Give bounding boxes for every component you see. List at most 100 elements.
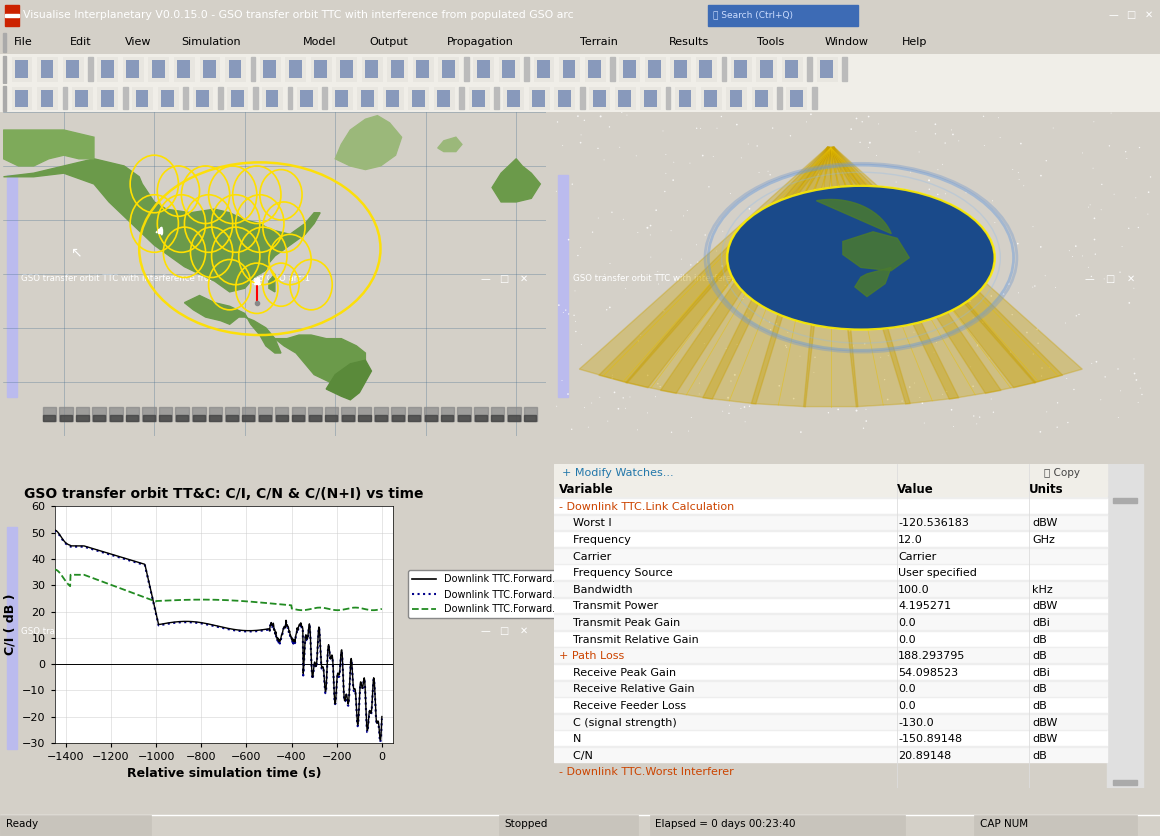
Text: - Downlink TTC.Worst Interferer: - Downlink TTC.Worst Interferer — [559, 767, 734, 777]
Point — [829, 291, 848, 304]
Point — [1096, 370, 1115, 384]
Point — [739, 312, 757, 325]
Point — [971, 410, 989, 424]
Text: dBW: dBW — [1032, 717, 1058, 727]
Bar — [161, 90, 174, 106]
Point — [662, 426, 681, 439]
Bar — [60, 415, 72, 421]
Point — [1086, 233, 1104, 247]
Bar — [300, 90, 313, 106]
Point — [887, 176, 906, 189]
Text: dB: dB — [1032, 635, 1047, 645]
Bar — [387, 57, 408, 82]
Bar — [203, 60, 216, 79]
Text: Terrain: Terrain — [580, 38, 618, 47]
Bar — [158, 87, 179, 110]
Bar — [790, 90, 803, 106]
Point — [1029, 337, 1047, 350]
Point — [1128, 374, 1146, 387]
Bar — [615, 87, 636, 110]
Bar — [251, 58, 255, 81]
Bar — [554, 697, 1108, 712]
Point — [641, 228, 660, 242]
Point — [629, 226, 647, 239]
Point — [695, 337, 713, 350]
Bar — [558, 175, 568, 397]
Point — [991, 131, 1009, 145]
Bar — [375, 415, 387, 421]
Text: GSO transfer orbit TTC with interference from populated GSO arc:2: GSO transfer orbit TTC with interference… — [21, 627, 310, 635]
Bar — [15, 90, 28, 106]
Bar — [325, 415, 338, 421]
Point — [1119, 222, 1138, 235]
Text: dBW: dBW — [1032, 601, 1058, 611]
Bar — [226, 415, 238, 421]
Bar — [524, 407, 537, 421]
Point — [844, 339, 863, 353]
Bar — [101, 60, 114, 79]
Downlink TTC.Forward.C/N — [331, 605, 345, 615]
Point — [654, 304, 673, 318]
Bar — [336, 57, 357, 82]
Bar — [416, 60, 429, 79]
Point — [1083, 161, 1102, 175]
Point — [688, 121, 706, 135]
Bar — [755, 90, 768, 106]
Point — [690, 376, 709, 390]
Bar — [777, 87, 782, 110]
Point — [929, 163, 948, 176]
Text: 100.0: 100.0 — [898, 584, 930, 594]
Point — [677, 204, 696, 217]
Point — [638, 369, 657, 382]
Point — [548, 185, 566, 198]
Text: —: — — [1109, 10, 1118, 20]
Point — [1032, 370, 1051, 383]
Point — [1031, 426, 1050, 439]
Point — [548, 400, 566, 413]
Bar — [309, 415, 321, 421]
Point — [907, 125, 926, 138]
Bar — [554, 463, 1108, 465]
Point — [735, 415, 754, 429]
Downlink TTC.Forward.C/I — [296, 624, 310, 634]
Bar — [699, 60, 712, 79]
Polygon shape — [752, 147, 834, 406]
Point — [708, 121, 726, 135]
Text: Value: Value — [897, 483, 934, 496]
Point — [1125, 367, 1144, 380]
Point — [976, 139, 994, 152]
Text: 188.293795: 188.293795 — [898, 651, 965, 661]
Point — [913, 300, 931, 314]
Bar — [458, 415, 470, 421]
Point — [599, 415, 617, 428]
Point — [701, 319, 719, 332]
Bar — [332, 87, 353, 110]
Downlink TTC.Forward.C/I — [329, 684, 343, 694]
Y-axis label: C/I ( dB ): C/I ( dB ) — [3, 594, 16, 655]
Bar — [123, 87, 128, 110]
Text: □: □ — [1104, 273, 1114, 283]
Bar — [37, 57, 58, 82]
Text: GHz: GHz — [1032, 535, 1056, 545]
Text: User specified: User specified — [898, 568, 977, 579]
Polygon shape — [828, 147, 1063, 388]
Text: GSO transfer orbit TTC with interference from populated GSO arc:4: GSO transfer orbit TTC with interference… — [573, 627, 862, 635]
Point — [921, 273, 940, 287]
Point — [964, 410, 983, 423]
Point — [657, 166, 675, 180]
Text: Transmit Relative Gain: Transmit Relative Gain — [559, 635, 699, 645]
Point — [727, 338, 746, 351]
Bar — [554, 479, 1108, 481]
Polygon shape — [660, 147, 834, 399]
Point — [1067, 309, 1086, 323]
Bar — [645, 57, 666, 82]
Text: Receive Relative Gain: Receive Relative Gain — [559, 685, 695, 695]
Bar — [109, 407, 123, 421]
Downlink TTC.Forward.C/N — [256, 598, 270, 608]
Point — [716, 279, 734, 293]
Text: GSO transfer orbit TTC with interference from populated GSO arc:1: GSO transfer orbit TTC with interference… — [21, 274, 310, 283]
Point — [739, 137, 757, 150]
Text: GSO transfer orbit TTC with interference from populated GSO arc:3: GSO transfer orbit TTC with interference… — [573, 274, 862, 283]
Point — [980, 351, 999, 364]
Point — [1095, 273, 1114, 286]
